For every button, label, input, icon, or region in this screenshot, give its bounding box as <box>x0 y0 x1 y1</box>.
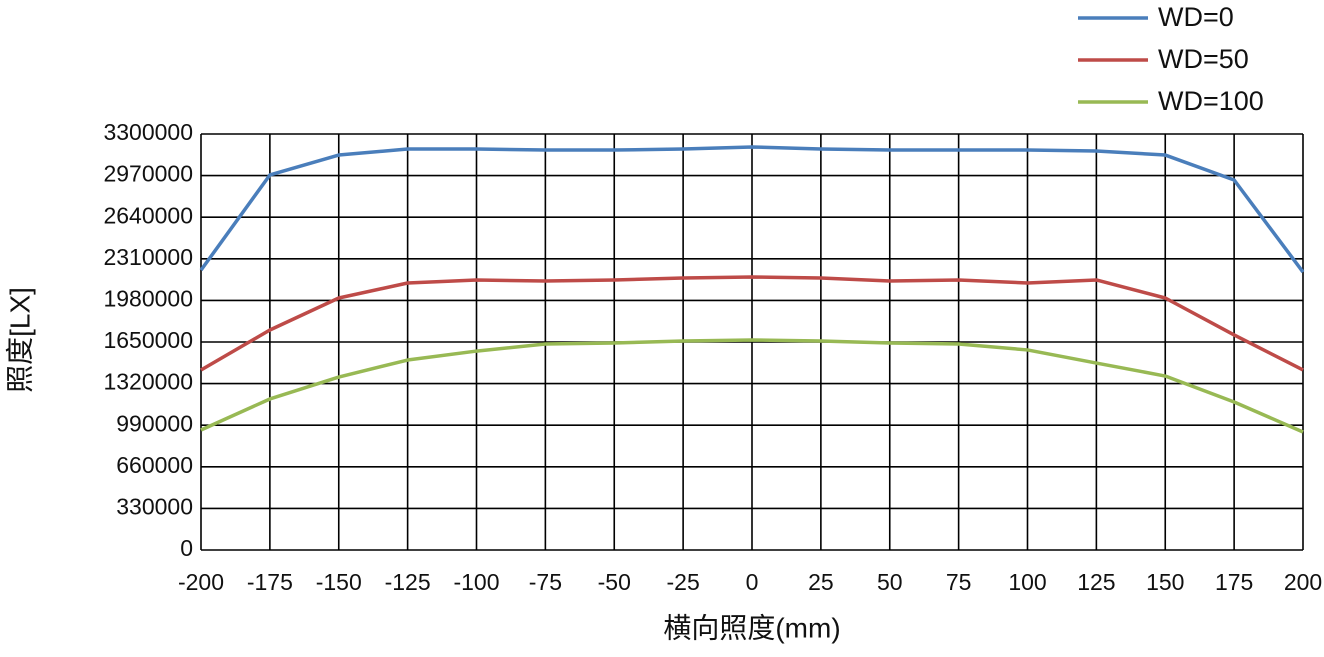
x-tick-label: 75 <box>946 569 972 595</box>
data-line <box>200 338 1304 434</box>
x-tick-label: -100 <box>453 569 499 595</box>
y-tick-label: 2970000 <box>103 161 193 187</box>
x-tick-label: -175 <box>247 569 293 595</box>
y-tick-label: 1650000 <box>103 327 193 353</box>
x-tick-label: -75 <box>529 569 562 595</box>
x-tick-label: -50 <box>598 569 631 595</box>
y-axis-label: 照度[LX] <box>4 287 35 393</box>
x-axis-label: 横向照度(mm) <box>663 612 840 643</box>
x-tick-label: 200 <box>1284 569 1322 595</box>
y-tick-label: 1980000 <box>103 285 193 311</box>
data-line <box>200 275 1304 372</box>
y-tick-label: 330000 <box>116 493 193 519</box>
x-tick-label: -125 <box>385 569 431 595</box>
x-tick-label: 175 <box>1215 569 1253 595</box>
legend-label: WD=50 <box>1158 44 1249 74</box>
x-tick-label: -25 <box>667 569 700 595</box>
x-tick-label: 125 <box>1077 569 1115 595</box>
x-tick-label: 150 <box>1146 569 1184 595</box>
x-tick-label: 25 <box>808 569 834 595</box>
y-tick-label: 2640000 <box>103 202 193 228</box>
y-tick-label: 3300000 <box>103 119 193 145</box>
y-tick-label: 2310000 <box>103 244 193 270</box>
x-tick-label: 0 <box>746 569 759 595</box>
y-tick-label: 0 <box>180 535 193 561</box>
x-tick-label: -150 <box>316 569 362 595</box>
data-line <box>199 145 1305 274</box>
x-tick-label: 50 <box>877 569 903 595</box>
y-tick-label: 990000 <box>116 410 193 436</box>
y-tick-label: 1320000 <box>103 369 193 395</box>
x-tick-label: 100 <box>1008 569 1046 595</box>
legend-label: WD=100 <box>1158 86 1264 116</box>
legend-label: WD=0 <box>1158 2 1234 32</box>
x-tick-label: -200 <box>178 569 224 595</box>
y-tick-label: 660000 <box>116 452 193 478</box>
